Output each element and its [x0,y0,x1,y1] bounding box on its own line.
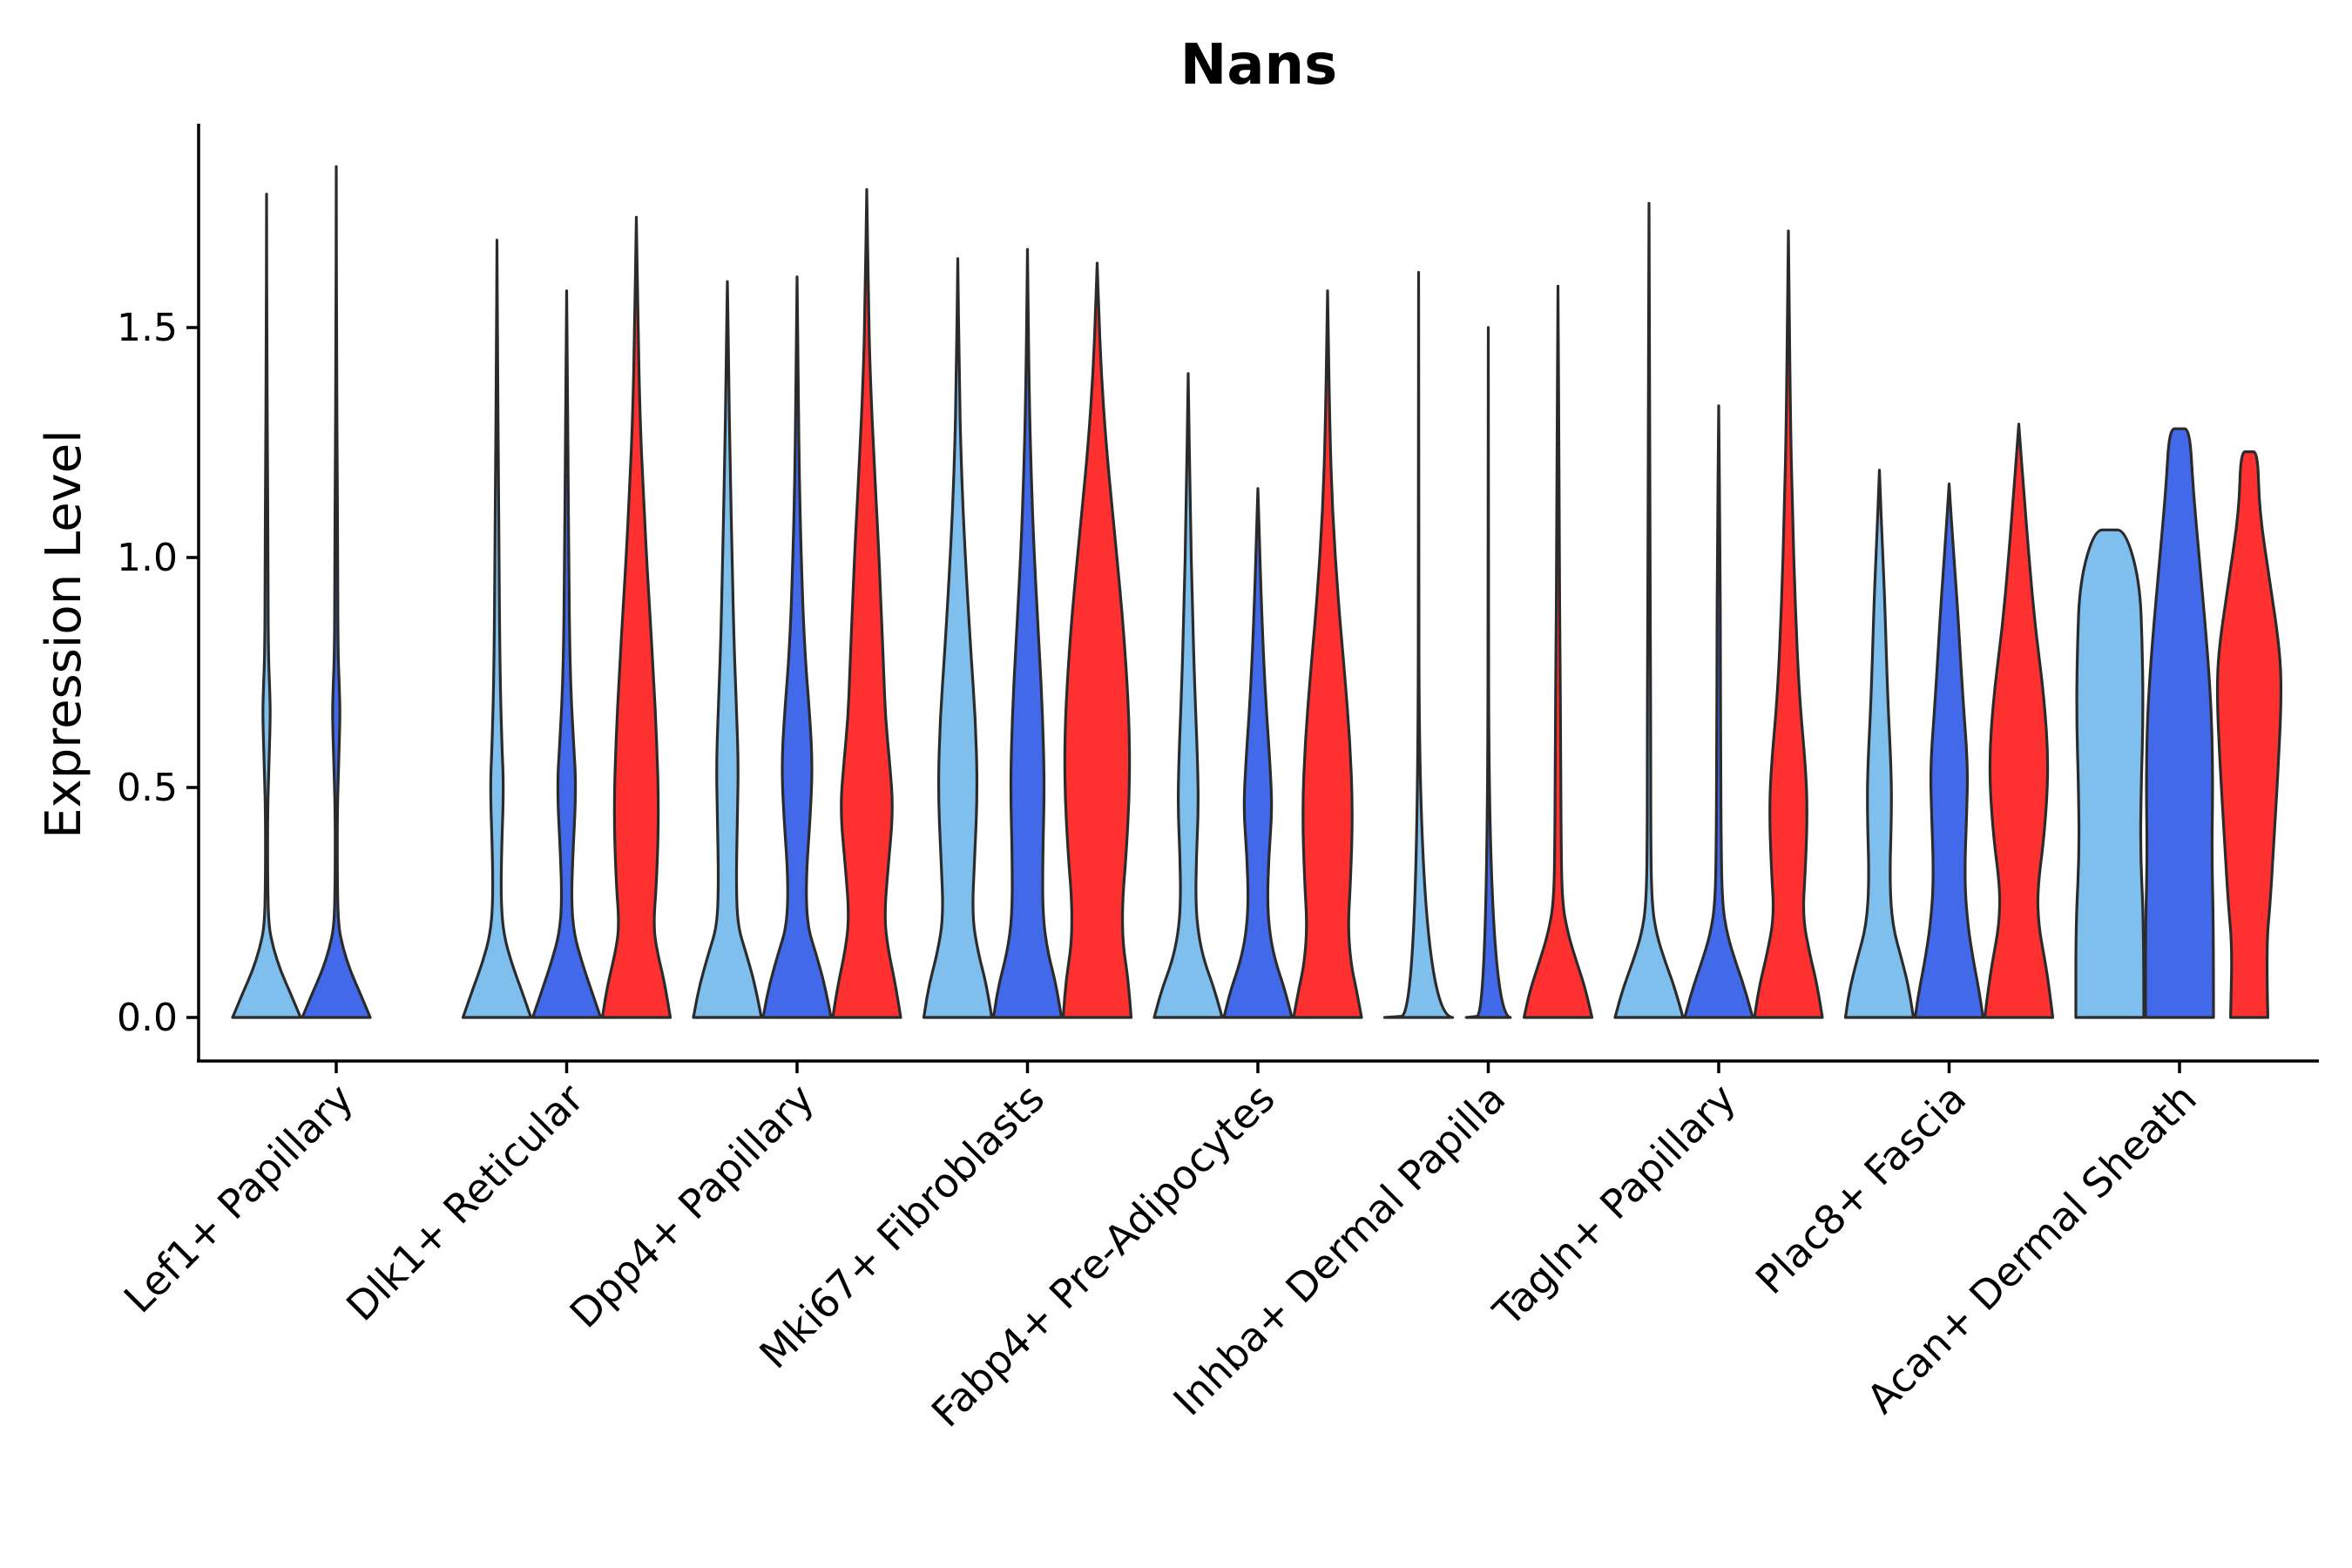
violin-group1 [461,239,533,1019]
x-category-label: Lef1+ Papillary [115,1075,362,1322]
violin-group3 [1522,284,1594,1019]
violin-group1 [1382,271,1455,1019]
violin-group2 [1913,482,1985,1019]
violin-group2 [2144,427,2215,1019]
violin-group3 [600,215,672,1019]
y-axis-ticks: 0.0 0.5 1.0 1.5 [117,306,199,1040]
y-tick-label: 1.0 [117,536,178,580]
violin-group2 [761,275,833,1019]
y-tick-label: 0.5 [117,766,178,810]
y-tick-label: 0.0 [117,996,178,1040]
x-category-label: Plac8+ Fascia [1747,1075,1975,1303]
violin-layer [231,165,2283,1019]
violin-group2 [531,289,603,1019]
violin-group3 [1061,261,1133,1019]
x-category-label: Dlk1+ Reticular [337,1075,592,1330]
chart-title: Nans [1180,33,1337,98]
violin-group3 [2215,449,2283,1019]
violin-group3 [1983,422,2055,1019]
violin-group1 [231,193,302,1019]
x-category-label: Dpp4+ Papillary [561,1075,823,1337]
violin-group1 [692,280,763,1019]
violin-group1 [1843,469,1916,1019]
violin-group3 [831,188,902,1019]
violin-group2 [1683,404,1754,1019]
violin-group1 [2074,528,2146,1019]
violin-group2 [1464,326,1512,1019]
y-tick-label: 1.5 [117,306,178,350]
violin-group1 [922,257,994,1019]
violin-group2 [301,165,372,1019]
violin-group3 [1753,229,1824,1019]
violin-group1 [1613,201,1685,1019]
violin-group2 [991,247,1064,1019]
violin-group3 [1292,289,1363,1019]
x-category-label: Tagln+ Papillary [1484,1075,1745,1336]
violin-group2 [1222,487,1294,1019]
violin-group1 [1152,372,1224,1019]
y-axis-title: Expression Level [36,429,92,839]
